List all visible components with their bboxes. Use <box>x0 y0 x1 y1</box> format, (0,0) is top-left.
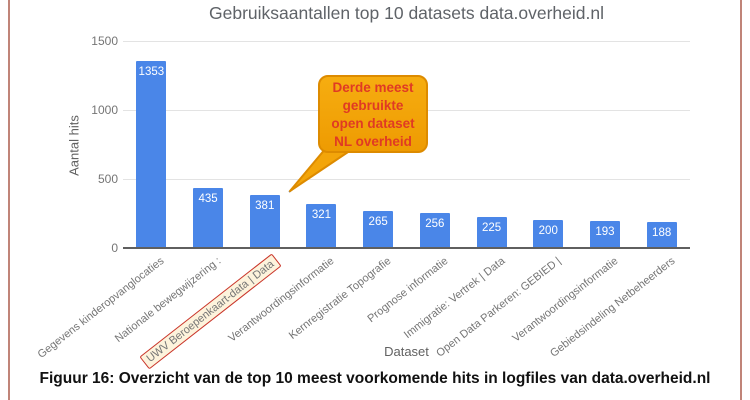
x-axis-line <box>123 247 690 249</box>
x-axis-title: Dataset <box>384 344 429 359</box>
bar-value-label: 256 <box>425 217 445 230</box>
callout-bubble: Derde meest gebruikte open dataset NL ov… <box>318 75 428 153</box>
callout-line: Derde meest <box>332 80 414 95</box>
bar-value-label: 225 <box>481 221 502 234</box>
bar-value-label: 188 <box>652 227 672 240</box>
bar: 193 <box>589 221 620 247</box>
bar: 256 <box>419 212 450 247</box>
callout-line: open dataset <box>331 116 415 131</box>
bar: 200 <box>533 220 564 247</box>
bar-value-label: 265 <box>368 216 388 229</box>
y-axis-tick-label: 1000 <box>91 103 118 117</box>
bar: 1353 <box>136 61 167 247</box>
figure-caption: Figuur 16: Overzicht van de top 10 meest… <box>39 370 711 387</box>
bar: 188 <box>646 222 677 247</box>
bar: 265 <box>363 211 394 247</box>
bar: 225 <box>476 216 507 247</box>
y-axis-tick-label: 0 <box>111 241 118 255</box>
callout-line: gebruikte <box>342 98 404 113</box>
bar: 321 <box>306 203 337 247</box>
bar-value-label: 193 <box>595 226 615 239</box>
bar-value-label: 435 <box>198 192 218 205</box>
bar: 435 <box>193 187 224 247</box>
y-axis-tick-label: 1500 <box>91 34 118 48</box>
bar-value-label: 321 <box>311 208 332 221</box>
bar-value-label: 381 <box>255 200 275 213</box>
y-axis-tick-label: 500 <box>97 172 118 186</box>
gridline <box>123 41 690 42</box>
bar-value-label: 200 <box>538 225 558 238</box>
bar-value-label: 1353 <box>138 66 165 79</box>
page-border-left <box>8 0 10 400</box>
page-border-right <box>740 0 742 400</box>
chart-title: Gebruiksaantallen top 10 datasets data.o… <box>209 3 604 23</box>
callout-line: NL overheid <box>334 134 412 149</box>
bar: 381 <box>249 195 280 247</box>
gridline <box>123 179 690 180</box>
